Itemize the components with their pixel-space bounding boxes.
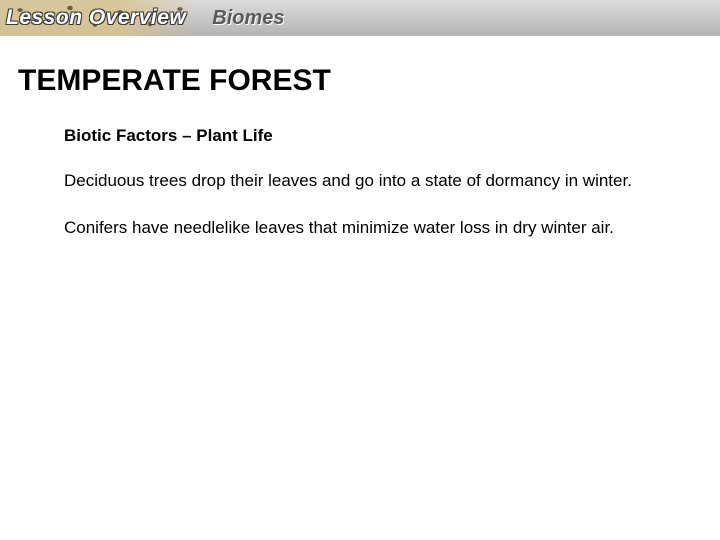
lesson-subtitle: Biomes: [212, 7, 284, 30]
slide: Lesson Overview Biomes TEMPERATE FOREST …: [0, 0, 720, 540]
page-title: TEMPERATE FOREST: [18, 64, 702, 98]
content-area: TEMPERATE FOREST Biotic Factors – Plant …: [0, 36, 720, 240]
header-bar: Lesson Overview Biomes: [0, 0, 720, 36]
section-subheading: Biotic Factors – Plant Life: [64, 126, 702, 146]
lesson-overview-title: Lesson Overview: [0, 6, 186, 30]
paragraph: Deciduous trees drop their leaves and go…: [64, 170, 662, 193]
paragraph: Conifers have needlelike leaves that min…: [64, 217, 662, 240]
